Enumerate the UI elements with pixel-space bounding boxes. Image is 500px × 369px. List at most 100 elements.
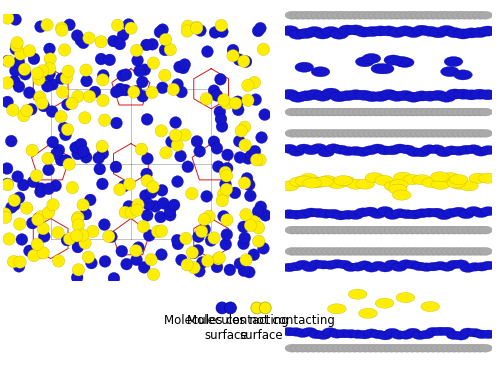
Circle shape [78, 37, 89, 49]
Circle shape [348, 344, 362, 352]
Circle shape [66, 97, 78, 110]
Circle shape [318, 148, 334, 157]
Circle shape [56, 24, 68, 36]
Circle shape [222, 149, 234, 161]
Circle shape [118, 180, 130, 192]
Circle shape [182, 20, 194, 32]
Circle shape [306, 248, 320, 255]
Circle shape [370, 261, 386, 270]
Circle shape [363, 226, 378, 234]
Circle shape [450, 175, 468, 185]
Circle shape [358, 344, 372, 352]
Circle shape [405, 11, 419, 19]
Circle shape [436, 130, 451, 137]
Circle shape [220, 238, 232, 250]
Circle shape [42, 80, 53, 92]
Circle shape [332, 248, 346, 255]
Circle shape [311, 67, 330, 77]
Circle shape [436, 11, 451, 19]
Circle shape [140, 190, 151, 201]
Circle shape [384, 55, 402, 65]
Circle shape [42, 183, 54, 195]
Circle shape [379, 130, 394, 137]
Circle shape [358, 130, 372, 137]
Circle shape [358, 308, 378, 318]
Circle shape [412, 175, 431, 185]
Circle shape [72, 219, 85, 231]
Circle shape [473, 11, 488, 19]
Circle shape [390, 248, 404, 255]
Circle shape [222, 162, 233, 174]
Circle shape [89, 86, 101, 98]
Circle shape [431, 226, 446, 234]
Circle shape [196, 225, 208, 238]
Circle shape [410, 11, 424, 19]
Circle shape [300, 108, 315, 116]
Circle shape [392, 144, 408, 153]
Circle shape [215, 19, 228, 32]
Circle shape [396, 26, 414, 36]
Circle shape [244, 219, 256, 232]
Circle shape [174, 61, 186, 73]
Circle shape [300, 226, 315, 234]
Circle shape [454, 70, 472, 80]
Circle shape [405, 328, 420, 337]
Circle shape [213, 252, 226, 264]
Circle shape [96, 94, 109, 107]
Circle shape [332, 145, 349, 154]
Circle shape [394, 130, 409, 137]
Circle shape [36, 97, 48, 110]
Circle shape [377, 207, 394, 215]
Circle shape [330, 29, 348, 39]
Circle shape [429, 28, 448, 38]
Circle shape [148, 268, 160, 280]
Circle shape [179, 59, 190, 70]
Circle shape [302, 327, 318, 336]
Circle shape [390, 130, 404, 137]
Circle shape [219, 166, 232, 179]
Circle shape [3, 233, 15, 245]
Circle shape [72, 30, 83, 41]
Circle shape [443, 146, 460, 155]
Circle shape [326, 344, 341, 352]
Circle shape [194, 145, 205, 157]
Circle shape [358, 11, 372, 19]
Circle shape [216, 194, 228, 207]
Circle shape [468, 248, 482, 255]
Circle shape [311, 130, 326, 137]
Circle shape [10, 43, 22, 55]
Circle shape [72, 263, 85, 276]
Circle shape [311, 344, 326, 352]
Circle shape [300, 130, 315, 137]
Circle shape [332, 11, 346, 19]
Circle shape [98, 114, 111, 126]
Circle shape [290, 248, 304, 255]
Circle shape [379, 226, 394, 234]
Circle shape [26, 217, 38, 229]
Circle shape [220, 214, 233, 226]
Circle shape [96, 140, 108, 153]
Circle shape [200, 93, 212, 105]
Circle shape [468, 344, 482, 352]
Circle shape [436, 248, 451, 255]
Circle shape [336, 329, 352, 338]
Circle shape [196, 256, 208, 268]
Circle shape [230, 97, 242, 110]
Circle shape [467, 328, 482, 337]
Circle shape [394, 344, 409, 352]
Circle shape [370, 210, 386, 218]
Circle shape [170, 129, 182, 142]
Circle shape [158, 197, 170, 209]
Circle shape [432, 179, 450, 189]
Circle shape [35, 246, 48, 259]
Circle shape [172, 238, 184, 250]
Circle shape [281, 210, 297, 219]
Circle shape [156, 249, 168, 261]
Circle shape [44, 53, 56, 65]
Circle shape [396, 90, 414, 101]
Circle shape [478, 108, 492, 116]
Circle shape [26, 103, 37, 115]
Circle shape [290, 108, 304, 116]
Circle shape [84, 194, 96, 206]
Circle shape [180, 232, 192, 245]
